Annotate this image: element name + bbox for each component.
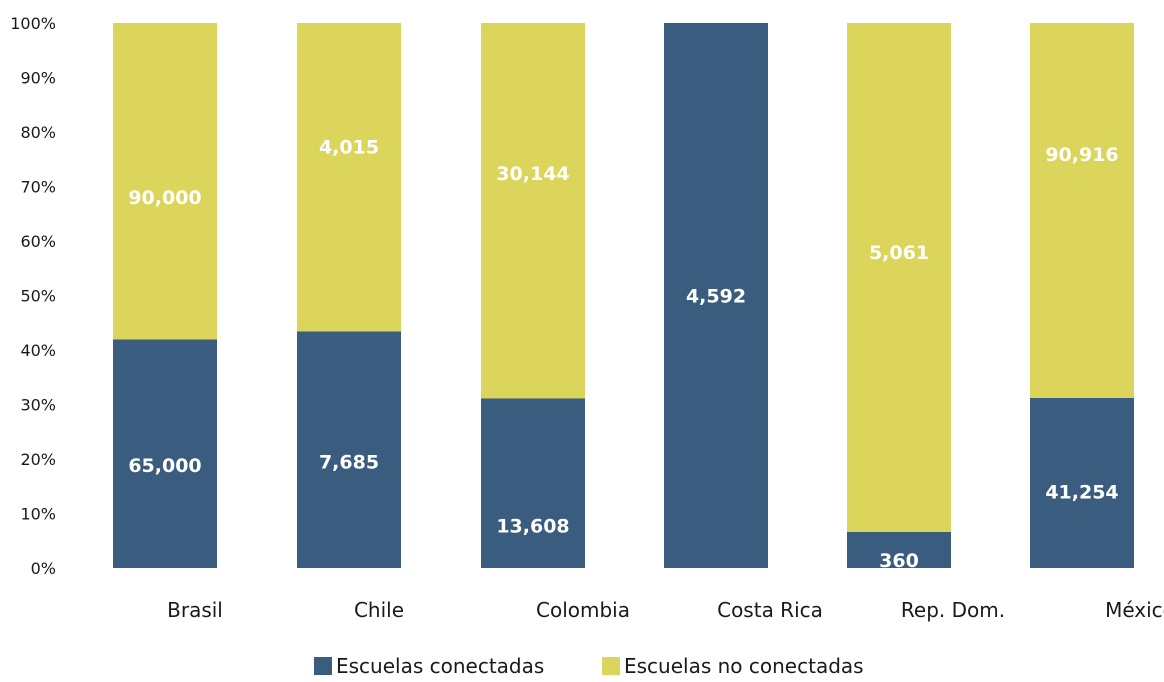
data-label-escuelas-conectadas: 4,592 (686, 286, 746, 308)
legend-swatch (314, 657, 332, 675)
data-label-escuelas-conectadas: 360 (879, 550, 919, 572)
legend-item-escuelas-conectadas: Escuelas conectadas (314, 654, 544, 678)
legend-item-escuelas-no-conectadas: Escuelas no conectadas (602, 654, 864, 678)
x-category-label: Rep. Dom. (901, 598, 1005, 622)
data-label-escuelas-conectadas: 41,254 (1045, 481, 1118, 503)
bar-segment-escuelas-conectadas (1030, 397, 1134, 568)
bar-segment-escuelas-conectadas (481, 398, 585, 568)
y-tick-label: 70% (20, 178, 56, 197)
bar-segment-escuelas-no-conectadas (297, 23, 401, 332)
x-category-label: Colombia (536, 598, 630, 622)
data-label-escuelas-conectadas: 65,000 (128, 455, 201, 477)
data-label-escuelas-no-conectadas: 90,000 (128, 187, 201, 209)
bar-segment-escuelas-no-conectadas (113, 23, 217, 340)
x-axis: Brasil Chile Colombia Costa Rica Rep. Dom. Mé… (167, 598, 1164, 622)
bar-segment-escuelas-no-conectadas (481, 23, 585, 399)
y-tick-label: 30% (20, 396, 56, 415)
data-label-escuelas-no-conectadas: 90,916 (1045, 144, 1118, 166)
bar-segment-escuelas-conectadas (847, 531, 951, 568)
bar-segment-escuelas-conectadas (664, 23, 768, 568)
data-label-escuelas-no-conectadas: 30,144 (496, 163, 569, 185)
data-label-escuelas-conectadas: 13,608 (496, 516, 569, 538)
x-category-label: Brasil (167, 598, 223, 622)
bar-segment-escuelas-conectadas (297, 331, 401, 568)
bar-segment-escuelas-no-conectadas (1030, 23, 1134, 398)
legend: Escuelas conectadas Escuelas no conectada… (314, 654, 864, 678)
legend-swatch (602, 657, 620, 675)
x-category-label: Chile (354, 598, 404, 622)
legend-label: Escuelas no conectadas (624, 654, 864, 678)
data-labels: 65,000 90,000 7,685 4,015 13,608 30,144 4,592 3… (128, 136, 1118, 572)
x-category-label: Costa Rica (717, 598, 823, 622)
y-tick-label: 20% (20, 450, 56, 469)
x-category-label: México (1105, 598, 1164, 622)
bars (113, 23, 1134, 568)
y-tick-label: 40% (20, 341, 56, 360)
bar-segment-escuelas-no-conectadas (847, 23, 951, 532)
data-label-escuelas-conectadas: 7,685 (319, 452, 379, 474)
data-label-escuelas-no-conectadas: 4,015 (319, 136, 379, 158)
legend-label: Escuelas conectadas (336, 654, 544, 678)
y-axis: 0% 10% 20% 30% 40% 50% 60% 70% 80% 90% 100% (10, 14, 56, 578)
y-tick-label: 10% (20, 505, 56, 524)
y-tick-label: 80% (20, 123, 56, 142)
bar-segment-escuelas-conectadas (113, 339, 217, 568)
data-label-escuelas-no-conectadas: 5,061 (869, 242, 929, 264)
y-tick-label: 60% (20, 232, 56, 251)
y-tick-label: 50% (20, 287, 56, 306)
y-tick-label: 90% (20, 69, 56, 88)
y-tick-label: 100% (10, 14, 56, 33)
y-tick-label: 0% (31, 559, 56, 578)
